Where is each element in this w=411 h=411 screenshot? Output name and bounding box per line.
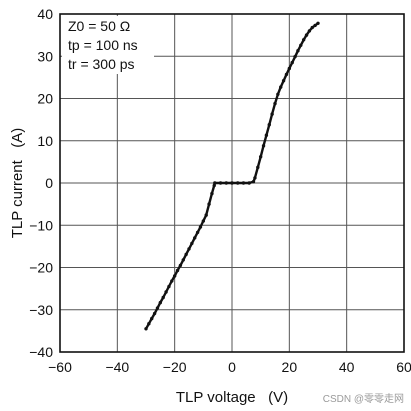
data-point	[287, 66, 292, 71]
data-point	[290, 60, 294, 65]
data-point	[161, 295, 165, 300]
data-point	[307, 29, 312, 33]
data-point	[167, 284, 171, 289]
y-tick-label: 40	[37, 6, 53, 22]
data-point	[261, 144, 266, 148]
y-tick-label: −10	[29, 217, 53, 233]
data-point	[213, 181, 217, 185]
y-tick-label: −30	[29, 302, 53, 318]
y-tick-label: 20	[37, 91, 53, 107]
data-point	[201, 219, 206, 223]
data-point	[273, 101, 277, 106]
data-point	[316, 21, 320, 25]
y-axis-title: TLP current (A)	[9, 128, 26, 239]
data-point	[293, 54, 297, 59]
x-tick-label: −60	[48, 359, 72, 375]
x-tick-label: −40	[105, 359, 129, 375]
data-point	[284, 72, 289, 77]
data-point	[256, 165, 260, 170]
data-point	[190, 241, 194, 246]
annotation-rise-time: tr = 300 ps	[68, 56, 135, 72]
data-point	[144, 327, 148, 331]
data-point	[158, 300, 163, 305]
tlp-data-series	[144, 21, 320, 331]
legend-background	[62, 16, 154, 74]
data-point	[301, 38, 306, 42]
legend-box: Z0 = 50 Ω tp = 100 ns tr = 300 ps	[62, 16, 154, 74]
data-point	[212, 183, 216, 188]
data-point	[281, 79, 286, 83]
plot-frame	[59, 13, 405, 353]
y-tick-label: −20	[29, 260, 53, 276]
data-point	[236, 181, 240, 185]
data-point	[276, 92, 280, 96]
data-point	[241, 181, 246, 185]
annotation-pulse-width: tp = 100 ns	[68, 37, 138, 53]
data-point	[207, 202, 211, 206]
x-tick-label: 20	[282, 359, 298, 375]
data-point	[258, 155, 263, 159]
data-point	[147, 321, 151, 326]
data-point	[181, 258, 185, 262]
x-tick-label: 40	[339, 359, 355, 375]
data-point	[150, 316, 154, 321]
data-point	[172, 274, 177, 278]
data-point	[210, 191, 214, 196]
data-point	[296, 49, 300, 53]
y-tick-labels: −40 −30 −20 −10 0 10 20 30 40	[29, 6, 53, 360]
data-point	[253, 176, 257, 180]
data-point	[313, 23, 317, 28]
data-point	[193, 236, 197, 240]
watermark: CSDN @零零走网	[323, 393, 404, 405]
y-tick-label: 0	[45, 175, 53, 191]
x-tick-label: 60	[396, 359, 411, 375]
y-tick-label: −40	[29, 344, 53, 360]
data-point	[184, 252, 188, 257]
data-point	[264, 133, 269, 137]
y-tick-label: 10	[37, 133, 53, 149]
annotation-impedance: Z0 = 50 Ω	[68, 18, 130, 34]
data-point	[170, 279, 174, 283]
data-point	[304, 33, 309, 37]
data-point	[152, 311, 157, 316]
x-tick-label: 0	[228, 359, 236, 375]
data-point	[218, 181, 223, 185]
data-point	[178, 263, 183, 268]
data-point	[251, 180, 256, 184]
data-point	[299, 43, 303, 47]
data-point	[187, 247, 191, 251]
data-point	[310, 25, 314, 30]
data-point	[204, 213, 208, 217]
data-point	[155, 306, 160, 310]
data-point	[230, 181, 234, 185]
data-point	[164, 290, 168, 294]
x-tick-label: −20	[163, 359, 187, 375]
data-point	[175, 268, 180, 273]
data-point	[247, 181, 251, 185]
x-axis-title: TLP voltage (V)	[176, 389, 288, 406]
data-point	[267, 122, 271, 127]
data-point	[198, 225, 203, 229]
data-point	[224, 181, 228, 185]
x-tick-labels: −60 −40 −20 0 20 40 60	[48, 359, 411, 375]
data-point	[195, 230, 200, 235]
data-point	[270, 112, 274, 116]
data-point	[279, 85, 283, 89]
y-tick-label: 30	[37, 48, 53, 64]
